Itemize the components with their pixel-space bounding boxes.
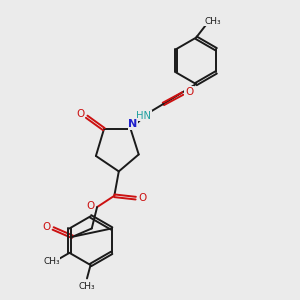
Text: CH₃: CH₃ xyxy=(43,257,60,266)
Text: HN: HN xyxy=(136,111,151,121)
Text: O: O xyxy=(42,222,51,232)
Text: N: N xyxy=(128,119,138,129)
Text: CH₃: CH₃ xyxy=(204,17,221,26)
Text: O: O xyxy=(76,109,85,119)
Text: O: O xyxy=(86,202,95,212)
Text: O: O xyxy=(138,193,146,203)
Text: CH₃: CH₃ xyxy=(79,282,95,291)
Text: O: O xyxy=(185,87,194,97)
